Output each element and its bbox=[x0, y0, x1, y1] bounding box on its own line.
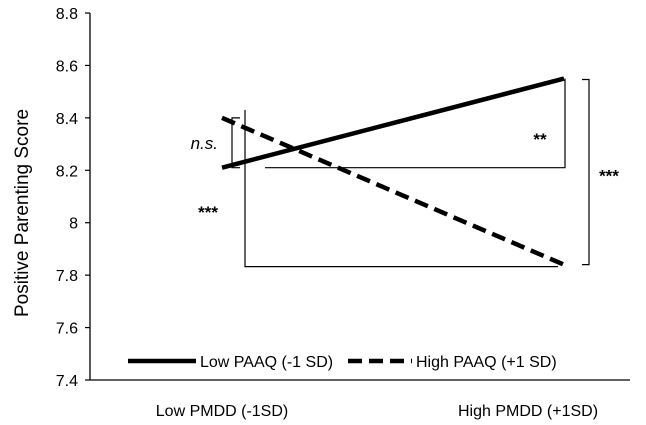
bracket-triple-star-right bbox=[582, 78, 590, 266]
axes bbox=[89, 13, 630, 381]
bracket-ns bbox=[231, 117, 240, 169]
y-tick-label: 8.2 bbox=[56, 163, 78, 180]
x-tick-label: Low PMDD (-1SD) bbox=[156, 403, 288, 420]
legend-label: High PAAQ (+1 SD) bbox=[416, 354, 557, 371]
y-tick-label: 8.6 bbox=[56, 58, 78, 75]
y-ticks: 7.4 7.6 7.8 8 8.2 8.4 8.6 8.8 bbox=[56, 6, 90, 390]
y-tick-label: 8.4 bbox=[56, 111, 78, 128]
y-axis-label: Positive Parenting Score bbox=[12, 109, 33, 317]
significance-label: ** bbox=[533, 130, 547, 149]
y-tick-label: 7.6 bbox=[56, 321, 78, 338]
y-tick-label: 8 bbox=[69, 216, 78, 233]
y-tick-label: 7.8 bbox=[56, 268, 78, 285]
series-lines bbox=[221, 76, 565, 267]
series-line-high-paaq bbox=[221, 115, 565, 267]
y-tick-label: 7.4 bbox=[56, 373, 78, 390]
series-line-low-paaq bbox=[221, 76, 565, 170]
y-tick-label: 8.8 bbox=[56, 6, 78, 23]
significance-label: n.s. bbox=[191, 134, 218, 153]
significance-label: *** bbox=[599, 167, 619, 186]
x-tick-labels: Low PMDD (-1SD) High PMDD (+1SD) bbox=[156, 403, 598, 420]
significance-label: *** bbox=[198, 203, 218, 222]
significance-annotations: n.s. ******** bbox=[191, 130, 620, 222]
legend: Low PAAQ (-1 SD) High PAAQ (+1 SD) bbox=[128, 354, 557, 371]
x-tick-label: High PMDD (+1SD) bbox=[458, 403, 598, 420]
legend-label: Low PAAQ (-1 SD) bbox=[200, 354, 333, 371]
bracket-double-star bbox=[265, 78, 566, 169]
significance-brackets bbox=[231, 78, 590, 268]
